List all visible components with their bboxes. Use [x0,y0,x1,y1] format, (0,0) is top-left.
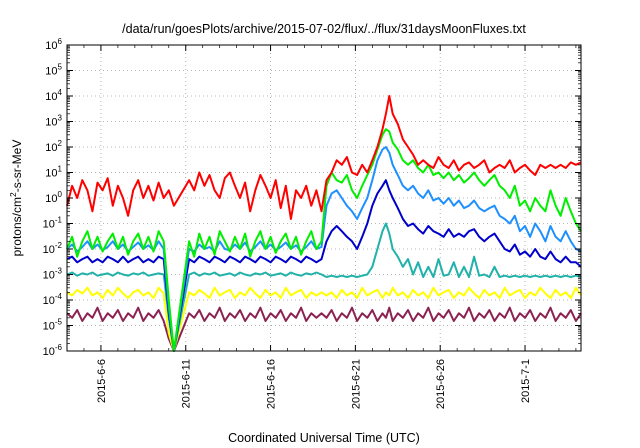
y-tick-label-exponent: -6 [55,343,63,352]
y-tick-label-exponent: -4 [55,292,63,301]
y-tick-label: 105 [45,63,62,78]
y-tick-label-base: 10 [45,91,57,103]
y-axis-label: protons/cm2-s-sr-MeV [8,140,24,257]
x-tick-label: 2015-6-6 [96,359,108,403]
y-tick-label: 104 [45,88,62,103]
y-tick-label-base: 10 [43,270,55,282]
y-tick-label-base: 10 [45,168,57,180]
y-tick-label-exponent: -2 [55,241,63,250]
y-axis-label-main: protons/cm [10,197,24,256]
x-tick-label: 2015-7-1 [520,359,532,403]
y-tick-label-exponent: 4 [58,88,63,97]
y-tick-label-base: 10 [45,40,57,52]
y-tick-label-exponent: -1 [55,216,63,225]
y-tick-label-exponent: -3 [55,267,63,276]
y-tick-label: 101 [45,165,62,180]
y-axis-label-tail: -s-sr-MeV [10,140,24,193]
x-tick-label: 2015-6-16 [266,359,278,409]
y-tick-label: 10-4 [43,292,63,307]
y-tick-label-base: 10 [43,295,55,307]
y-tick-label: 10-5 [43,318,63,333]
x-tick-label: 2015-6-11 [181,359,193,408]
y-tick-label-base: 10 [45,117,57,129]
series-line [66,306,582,352]
y-tick-label: 10-2 [43,241,63,256]
y-tick-label: 10-3 [43,267,63,282]
y-tick-label-base: 10 [43,346,55,358]
y-tick-label-exponent: 5 [58,63,63,72]
y-tick-label-exponent: 6 [58,37,63,46]
y-tick-label: 103 [45,114,62,129]
y-tick-label: 106 [45,37,62,52]
y-tick-label: 10-6 [43,343,63,358]
y-tick-label-exponent: -5 [55,318,63,327]
series-line [66,222,582,352]
y-tick-label-exponent: 1 [58,165,63,174]
y-tick-label-exponent: 0 [58,190,63,199]
series-line [66,179,582,352]
x-tick-label: 2015-6-26 [435,359,447,409]
series-group [66,95,582,352]
y-tick-label-base: 10 [45,66,57,78]
y-tick-label: 10-1 [43,216,63,231]
series-line [66,286,582,352]
y-tick-label-base: 10 [43,219,55,231]
x-axis-label: Coordinated Universal Time (UTC) [228,431,420,445]
y-tick-label: 100 [45,190,62,205]
x-tick-label: 2015-6-21 [350,359,362,409]
y-tick-label-exponent: 3 [58,114,63,123]
x-tick-labels: 2015-6-6 2015-6-11 2015-6-16 2015-6-21 2015-… [96,359,532,409]
y-axis-label-sup: 2 [8,192,18,197]
y-tick-label-base: 10 [43,321,55,333]
y-tick-label-base: 10 [45,142,57,154]
tick-marks [66,44,581,352]
series-line [66,95,582,220]
y-tick-label: 102 [45,139,62,154]
y-tick-label-exponent: 2 [58,139,63,148]
y-tick-label-base: 10 [45,193,57,205]
chart-title: /data/run/goesPlots/archive/2015-07-02/f… [122,22,526,36]
y-tick-label-base: 10 [43,244,55,256]
y-tick-labels: 10-610-510-410-310-210-11001011021031041… [43,37,63,358]
